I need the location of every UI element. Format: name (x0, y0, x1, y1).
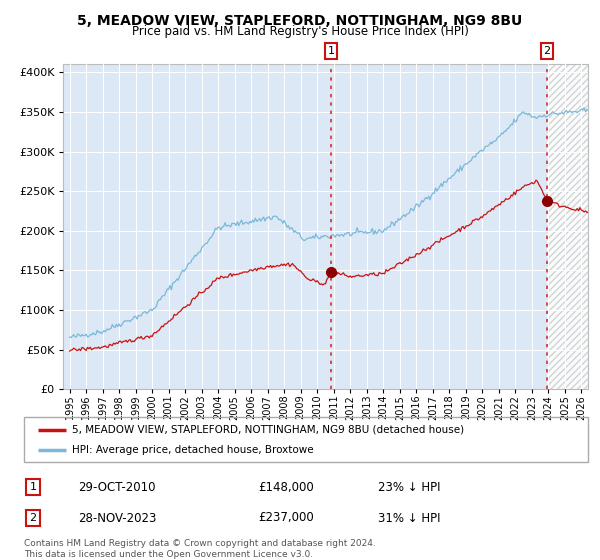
Text: 23% ↓ HPI: 23% ↓ HPI (378, 480, 440, 494)
Text: £148,000: £148,000 (258, 480, 314, 494)
Text: 2: 2 (544, 46, 551, 56)
Text: 31% ↓ HPI: 31% ↓ HPI (378, 511, 440, 525)
Text: 5, MEADOW VIEW, STAPLEFORD, NOTTINGHAM, NG9 8BU: 5, MEADOW VIEW, STAPLEFORD, NOTTINGHAM, … (77, 14, 523, 28)
Text: 1: 1 (29, 482, 37, 492)
Text: 28-NOV-2023: 28-NOV-2023 (78, 511, 157, 525)
Text: 2: 2 (29, 513, 37, 523)
Text: 5, MEADOW VIEW, STAPLEFORD, NOTTINGHAM, NG9 8BU (detached house): 5, MEADOW VIEW, STAPLEFORD, NOTTINGHAM, … (72, 424, 464, 435)
Text: 29-OCT-2010: 29-OCT-2010 (78, 480, 155, 494)
Text: HPI: Average price, detached house, Broxtowe: HPI: Average price, detached house, Brox… (72, 445, 314, 455)
Text: This data is licensed under the Open Government Licence v3.0.: This data is licensed under the Open Gov… (24, 550, 313, 559)
Text: £237,000: £237,000 (258, 511, 314, 525)
Text: Price paid vs. HM Land Registry's House Price Index (HPI): Price paid vs. HM Land Registry's House … (131, 25, 469, 38)
Bar (547, 64, 600, 389)
Text: 1: 1 (328, 46, 334, 56)
Text: Contains HM Land Registry data © Crown copyright and database right 2024.: Contains HM Land Registry data © Crown c… (24, 539, 376, 548)
